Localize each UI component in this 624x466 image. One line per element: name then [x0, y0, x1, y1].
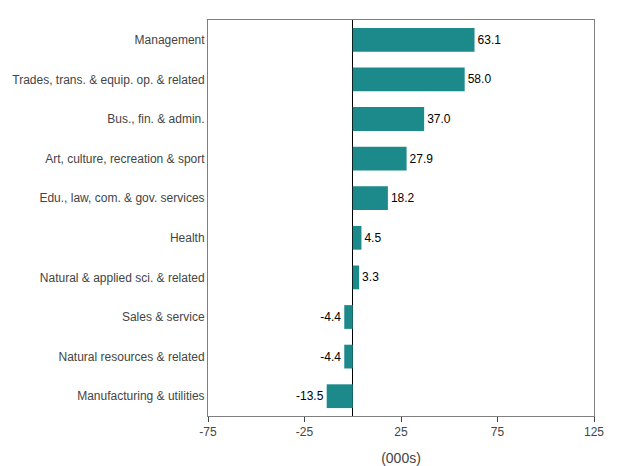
svg-text:-25: -25: [296, 425, 314, 439]
svg-text:4.5: 4.5: [364, 231, 381, 245]
svg-text:Natural resources & related: Natural resources & related: [59, 350, 205, 364]
svg-text:Edu., law, com. & gov. service: Edu., law, com. & gov. services: [39, 191, 204, 205]
svg-text:58.0: 58.0: [468, 72, 492, 86]
svg-text:-4.4: -4.4: [320, 310, 341, 324]
svg-text:Art, culture, recreation & spo: Art, culture, recreation & sport: [45, 152, 205, 166]
svg-text:3.3: 3.3: [362, 270, 379, 284]
svg-text:18.2: 18.2: [391, 191, 415, 205]
svg-text:Natural & applied sci. & relat: Natural & applied sci. & related: [40, 271, 205, 285]
svg-text:125: 125: [584, 425, 604, 439]
svg-text:63.1: 63.1: [478, 33, 502, 47]
svg-text:25: 25: [394, 425, 408, 439]
svg-text:-75: -75: [199, 425, 217, 439]
svg-text:Sales & service: Sales & service: [122, 310, 205, 324]
svg-text:Health: Health: [170, 231, 205, 245]
svg-text:Bus., fin. & admin.: Bus., fin. & admin.: [107, 112, 204, 126]
svg-text:27.9: 27.9: [410, 152, 434, 166]
svg-text:75: 75: [491, 425, 505, 439]
svg-text:Manufacturing & utilities: Manufacturing & utilities: [77, 389, 204, 403]
svg-text:-13.5: -13.5: [296, 389, 324, 403]
svg-text:Management: Management: [135, 33, 206, 47]
svg-text:(000s): (000s): [381, 450, 421, 466]
svg-text:Trades, trans. & equip. op. &: Trades, trans. & equip. op. & related: [12, 73, 204, 87]
svg-text:-4.4: -4.4: [320, 350, 341, 364]
svg-text:37.0: 37.0: [427, 112, 451, 126]
